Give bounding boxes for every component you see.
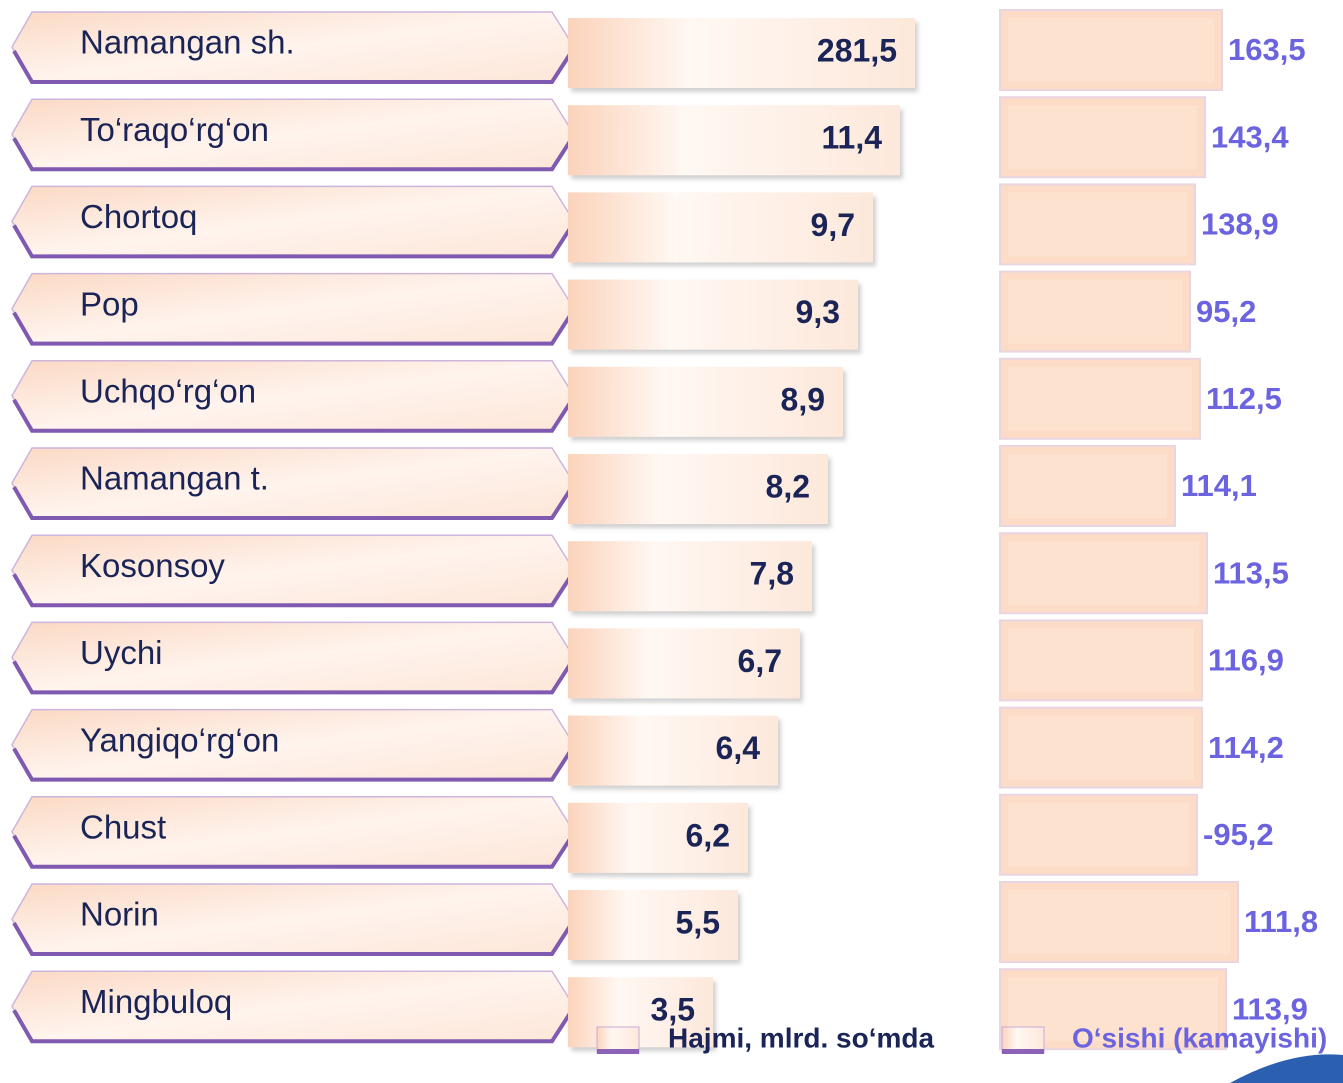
- region-tab-edge: [12, 485, 574, 520]
- growth-box-inner: [1008, 802, 1189, 867]
- region-tab-edge: [12, 660, 574, 695]
- growth-value: 113,9: [1232, 991, 1308, 1026]
- growth-box-inner: [1008, 890, 1230, 954]
- growth-box-inner: [1008, 366, 1192, 431]
- growth-value: 112,5: [1206, 381, 1282, 416]
- growth-value: 143,4: [1211, 119, 1289, 154]
- volume-value: 6,4: [716, 730, 761, 766]
- legend-swatch-edge: [1002, 1049, 1044, 1054]
- growth-box-inner: [1008, 279, 1182, 344]
- growth-value: 138,9: [1201, 207, 1279, 242]
- volume-value: 281,5: [817, 32, 897, 68]
- region-tab-edge: [12, 224, 574, 259]
- region-name: Mingbuloq: [80, 983, 232, 1020]
- volume-box: [568, 105, 900, 176]
- region-name: Chust: [80, 809, 166, 846]
- region-tab-edge: [12, 398, 574, 433]
- growth-box-inner: [1008, 541, 1199, 606]
- volume-value: 8,9: [781, 381, 825, 417]
- region-name: Namangan t.: [80, 460, 269, 497]
- volume-value: 11,4: [821, 120, 882, 156]
- region-tab-edge: [12, 747, 574, 782]
- growth-value: 116,9: [1208, 643, 1284, 678]
- growth-value: 113,5: [1213, 555, 1289, 590]
- region-tab-edge: [12, 1009, 574, 1044]
- growth-box-inner: [1008, 18, 1214, 82]
- volume-box: [568, 977, 713, 1048]
- volume-value: 6,7: [738, 643, 782, 679]
- volume-value: 9,7: [811, 207, 855, 243]
- growth-value: -95,2: [1203, 817, 1274, 852]
- region-name: Uychi: [80, 634, 163, 671]
- volume-value: 9,3: [796, 294, 840, 330]
- volume-box: [568, 628, 800, 699]
- volume-box: [568, 802, 748, 873]
- region-name: Norin: [80, 896, 159, 933]
- region-tab-edge: [12, 311, 574, 346]
- region-name: To‘raqo‘rg‘on: [80, 111, 269, 148]
- growth-box-inner: [1008, 715, 1194, 780]
- legend-label: Hajmi, mlrd. so‘mda: [668, 1022, 934, 1053]
- volume-box: [568, 366, 843, 437]
- volume-box: [568, 715, 778, 786]
- growth-box-inner: [1008, 628, 1194, 693]
- growth-value: 111,8: [1244, 904, 1318, 939]
- growth-box-inner: [1008, 192, 1187, 257]
- growth-box-inner: [1008, 105, 1197, 170]
- legend: Hajmi, mlrd. so‘mda O‘sishi (kamayishi): [596, 1022, 1343, 1083]
- region-name: Uchqo‘rg‘on: [80, 373, 256, 410]
- legend-swatch-edge: [597, 1049, 639, 1054]
- region-tab-edge: [12, 834, 574, 869]
- growth-box-inner: [1008, 454, 1167, 518]
- rows: Namangan sh. 281,5 163,5 To‘raqo‘rg‘on 11,4 1…: [11, 9, 1318, 1051]
- corner-decoration: [1230, 1054, 1343, 1083]
- volume-box: [568, 279, 858, 350]
- volume-value: 3,5: [651, 992, 695, 1028]
- region-name: Namangan sh.: [80, 24, 295, 61]
- region-name: Chortoq: [80, 198, 197, 235]
- growth-value: 95,2: [1196, 294, 1256, 329]
- growth-value: 163,5: [1228, 32, 1306, 67]
- legend-swatch: [1001, 1026, 1045, 1054]
- growth-value: 114,2: [1208, 730, 1284, 765]
- volume-value: 5,5: [676, 904, 720, 940]
- volume-box: [568, 192, 873, 263]
- volume-value: 8,2: [766, 468, 810, 504]
- volume-value: 7,8: [750, 556, 794, 592]
- volume-box: [568, 890, 738, 960]
- legend-label: O‘sishi (kamayishi): [1072, 1022, 1327, 1053]
- region-tab-edge: [12, 137, 574, 172]
- region-tab-edge: [12, 49, 574, 84]
- region-name: Kosonsoy: [80, 547, 225, 584]
- volume-value: 6,2: [686, 817, 730, 853]
- volume-box: [568, 454, 828, 524]
- region-tab-edge: [12, 573, 574, 608]
- region-name: Yangiqo‘rg‘on: [80, 721, 279, 758]
- growth-value: 114,1: [1181, 468, 1257, 503]
- region-name: Pop: [80, 285, 139, 322]
- volume-box: [568, 541, 812, 612]
- volume-box: [568, 18, 915, 88]
- region-tab-edge: [12, 921, 574, 956]
